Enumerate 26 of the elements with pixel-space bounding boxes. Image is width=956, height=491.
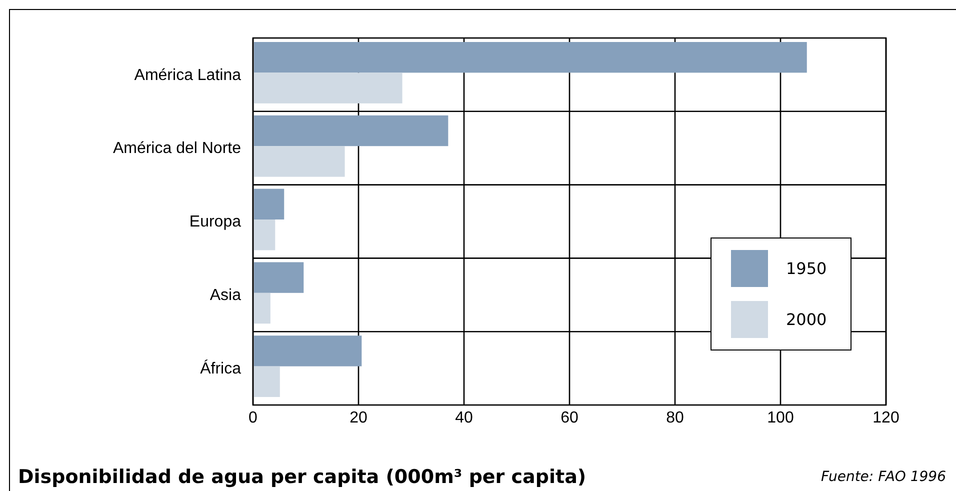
bar [254,292,270,324]
bar [254,115,448,146]
legend-label: 2000 [786,310,827,329]
y-tick-label: América Latina [134,66,242,84]
legend-label: 1950 [786,259,827,278]
bar [254,72,402,104]
x-tick-label: 80 [666,409,684,426]
bar [254,366,280,397]
bar [254,220,276,250]
x-tick-label: 20 [350,409,368,426]
bar [254,336,362,366]
y-tick-label: América del Norte [112,140,242,158]
x-tick-label: 60 [560,409,578,426]
text: Disponibilidad de agua per capita (000m³ per capita) [18,466,586,488]
x-tick-label: 120 [872,409,900,426]
bar [254,42,807,73]
x-tick-label: 0 [248,409,258,426]
bar [254,188,284,220]
y-tick-label: África [200,359,242,378]
bar [254,262,304,293]
x-tick-label: 40 [455,409,473,426]
source-note: Fuente: FAO 1996 [820,469,946,485]
bar [254,146,345,177]
x-tick-label: 100 [767,409,794,426]
y-tick-label: Asia [210,287,242,304]
y-tick-label: Europa [189,214,242,231]
